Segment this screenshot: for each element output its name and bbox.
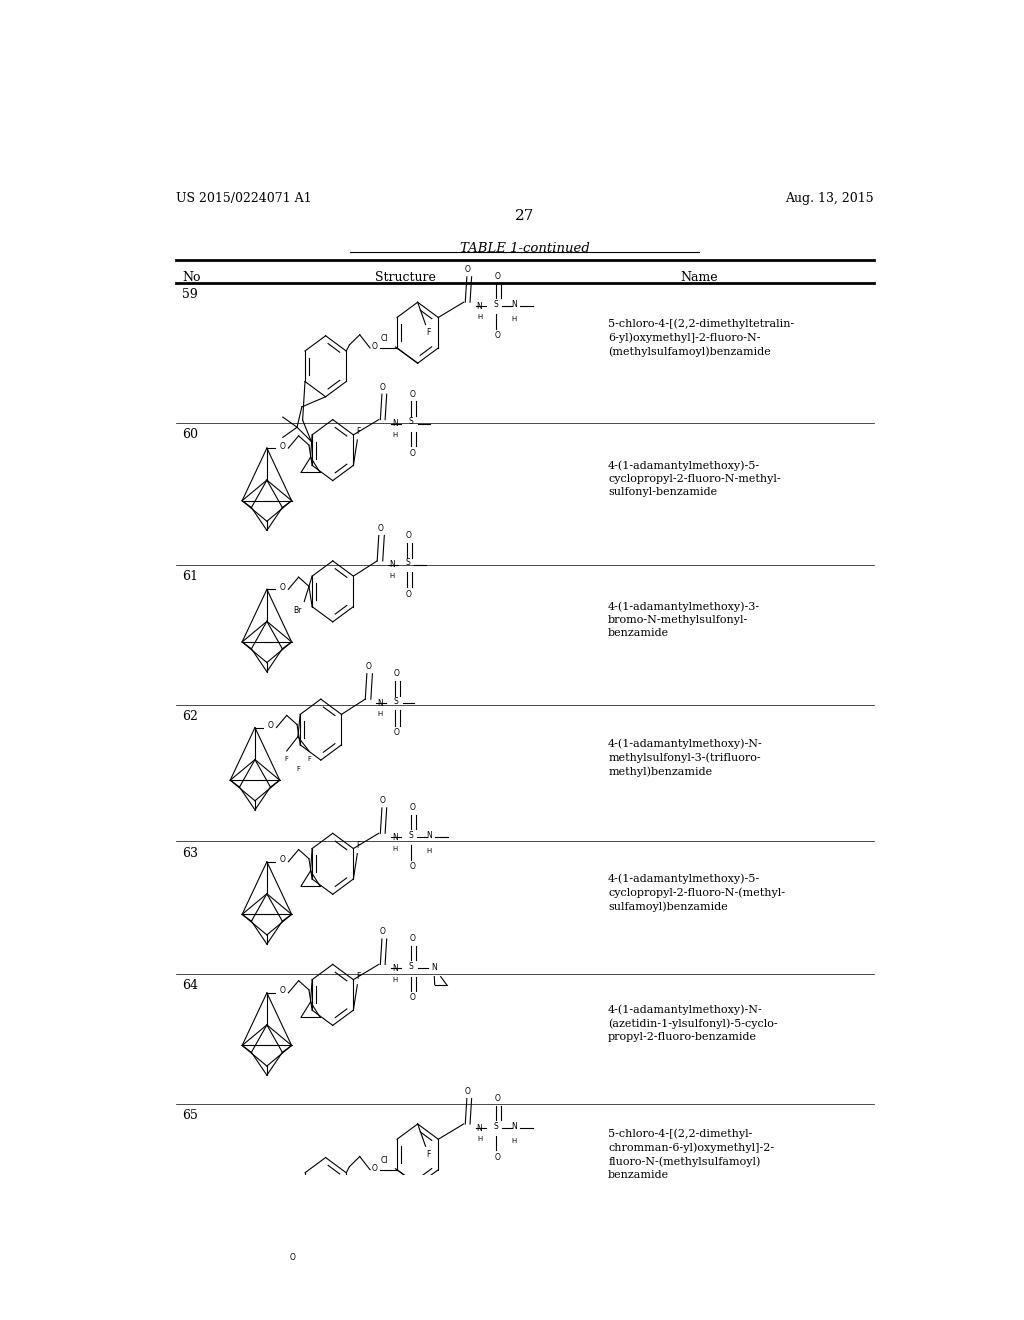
Text: O: O xyxy=(495,1094,501,1104)
Text: 5-chloro-4-[(2,2-dimethyl-
chromman-6-yl)oxymethyl]-2-
fluoro-N-(methylsulfamoyl: 5-chloro-4-[(2,2-dimethyl- chromman-6-yl… xyxy=(608,1129,774,1180)
Text: 61: 61 xyxy=(182,570,198,583)
Text: O: O xyxy=(280,583,286,591)
Text: US 2015/0224071 A1: US 2015/0224071 A1 xyxy=(176,191,311,205)
Text: TABLE 1-continued: TABLE 1-continued xyxy=(460,242,590,255)
Text: 4-(1-adamantylmethoxy)-N-
(azetidin-1-ylsulfonyl)-5-cyclo-
propyl-2-fluoro-benza: 4-(1-adamantylmethoxy)-N- (azetidin-1-yl… xyxy=(608,1005,778,1043)
Text: H: H xyxy=(389,573,395,579)
Text: H: H xyxy=(477,314,482,321)
Text: O: O xyxy=(380,383,386,392)
Text: N: N xyxy=(392,833,397,842)
Text: N: N xyxy=(426,830,432,840)
Text: F: F xyxy=(356,428,360,437)
Text: 60: 60 xyxy=(182,428,198,441)
Text: O: O xyxy=(410,449,416,458)
Text: O: O xyxy=(410,804,416,812)
Text: No: No xyxy=(182,271,201,284)
Text: S: S xyxy=(409,830,414,840)
Text: 4-(1-adamantylmethoxy)-N-
methylsulfonyl-3-(trifluoro-
methyl)benzamide: 4-(1-adamantylmethoxy)-N- methylsulfonyl… xyxy=(608,739,763,777)
Text: Name: Name xyxy=(681,271,718,284)
Text: F: F xyxy=(356,972,360,981)
Text: O: O xyxy=(410,389,416,399)
Text: O: O xyxy=(394,729,400,737)
Text: F: F xyxy=(427,329,431,337)
Text: S: S xyxy=(406,558,411,568)
Text: O: O xyxy=(406,590,412,599)
Text: 4-(1-adamantylmethoxy)-3-
bromo-N-methylsulfonyl-
benzamide: 4-(1-adamantylmethoxy)-3- bromo-N-methyl… xyxy=(608,602,760,639)
Text: O: O xyxy=(394,669,400,678)
Text: F: F xyxy=(296,766,300,772)
Text: S: S xyxy=(494,300,499,309)
Text: 4-(1-adamantylmethoxy)-5-
cyclopropyl-2-fluoro-N-(methyl-
sulfamoyl)benzamide: 4-(1-adamantylmethoxy)-5- cyclopropyl-2-… xyxy=(608,873,785,912)
Text: O: O xyxy=(380,928,386,936)
Text: 27: 27 xyxy=(515,210,535,223)
Text: O: O xyxy=(495,272,501,281)
Text: 62: 62 xyxy=(182,710,198,723)
Text: O: O xyxy=(465,265,471,275)
Text: O: O xyxy=(378,524,383,533)
Text: N: N xyxy=(392,964,397,973)
Text: O: O xyxy=(380,796,386,805)
Text: H: H xyxy=(477,1137,482,1142)
Text: S: S xyxy=(409,417,414,426)
Text: F: F xyxy=(307,756,311,762)
Text: H: H xyxy=(378,711,383,717)
Text: O: O xyxy=(290,1253,295,1262)
Text: 59: 59 xyxy=(182,289,198,301)
Text: 5-chloro-4-[(2,2-dimethyltetralin-
6-yl)oxymethyl]-2-fluoro-N-
(methylsulfamoyl): 5-chloro-4-[(2,2-dimethyltetralin- 6-yl)… xyxy=(608,318,795,358)
Text: Cl: Cl xyxy=(381,1156,388,1166)
Text: O: O xyxy=(280,442,286,450)
Text: 63: 63 xyxy=(182,846,198,859)
Text: S: S xyxy=(494,1122,499,1130)
Text: Cl: Cl xyxy=(381,334,388,343)
Text: O: O xyxy=(372,1164,378,1173)
Text: O: O xyxy=(410,935,416,944)
Text: H: H xyxy=(392,846,397,851)
Text: S: S xyxy=(409,962,414,972)
Text: O: O xyxy=(268,721,273,730)
Text: H: H xyxy=(511,317,516,322)
Text: F: F xyxy=(356,841,360,850)
Text: 65: 65 xyxy=(182,1109,198,1122)
Text: N: N xyxy=(511,1122,516,1130)
Text: N: N xyxy=(389,561,395,569)
Text: O: O xyxy=(410,862,416,871)
Text: Aug. 13, 2015: Aug. 13, 2015 xyxy=(785,191,873,205)
Text: O: O xyxy=(372,342,378,351)
Text: H: H xyxy=(392,977,397,982)
Text: F: F xyxy=(285,756,289,762)
Text: O: O xyxy=(366,663,372,671)
Text: 64: 64 xyxy=(182,978,198,991)
Text: O: O xyxy=(495,1154,501,1162)
Text: O: O xyxy=(280,986,286,995)
Text: N: N xyxy=(477,1123,482,1133)
Text: O: O xyxy=(410,994,416,1002)
Text: N: N xyxy=(511,300,516,309)
Text: O: O xyxy=(280,855,286,865)
Text: H: H xyxy=(426,847,431,854)
Text: S: S xyxy=(394,697,398,706)
Text: H: H xyxy=(392,432,397,438)
Text: N: N xyxy=(431,964,437,972)
Text: N: N xyxy=(392,420,397,428)
Text: N: N xyxy=(378,698,383,708)
Text: O: O xyxy=(406,531,412,540)
Text: 4-(1-adamantylmethoxy)-5-
cyclopropyl-2-fluoro-N-methyl-
sulfonyl-benzamide: 4-(1-adamantylmethoxy)-5- cyclopropyl-2-… xyxy=(608,461,780,498)
Text: Structure: Structure xyxy=(376,271,436,284)
Text: O: O xyxy=(465,1086,471,1096)
Text: O: O xyxy=(495,331,501,341)
Text: F: F xyxy=(427,1150,431,1159)
Text: N: N xyxy=(477,302,482,310)
Text: H: H xyxy=(511,1138,516,1144)
Text: Br: Br xyxy=(294,606,302,615)
